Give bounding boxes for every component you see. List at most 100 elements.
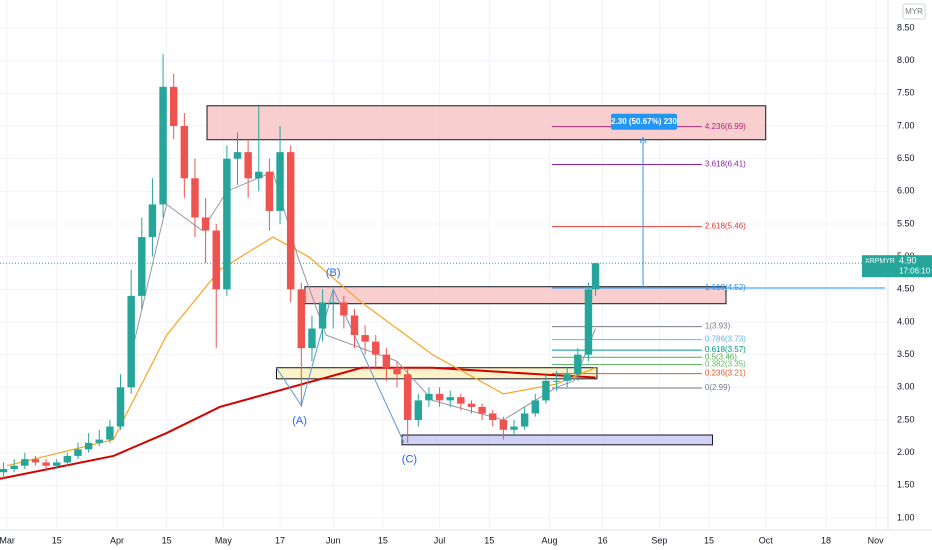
candle-body (531, 400, 540, 414)
candle-body (425, 393, 433, 401)
moving-average (0, 366, 596, 480)
moving-average (6, 236, 596, 467)
x-tick-label: 15 (162, 535, 172, 545)
candle-body (138, 237, 146, 296)
y-tick-label: 8.50 (897, 22, 915, 32)
fib-label: 0(2.99) (705, 383, 731, 392)
x-tick-label: Oct (759, 535, 774, 545)
fib-label: 0.618(3.57) (705, 345, 746, 354)
candle-body (403, 374, 412, 420)
x-tick-label: 15 (52, 535, 62, 545)
x-tick-label: 15 (484, 535, 494, 545)
candle-body (591, 263, 600, 290)
fib-label: 0.236(3.21) (705, 369, 746, 378)
measure-label: 2.30 (50.67%) 230 (611, 117, 677, 126)
candle-body (42, 462, 50, 466)
fib-label: 0.382(3.35) (705, 360, 746, 369)
x-tick-label: 18 (821, 535, 831, 545)
candle-body (446, 397, 454, 401)
wave-label: (A) (292, 415, 307, 427)
fib-label: 3.618(6.41) (705, 160, 746, 169)
candle-body (169, 86, 178, 127)
y-tick-label: 2.00 (897, 447, 915, 457)
y-tick-label: 1.50 (897, 480, 915, 490)
x-tick-label: Apr (110, 535, 124, 545)
x-tick-label: Nov (868, 535, 885, 545)
candle-body (223, 158, 231, 290)
candle-body (233, 152, 242, 159)
x-tick-label: May (215, 535, 233, 545)
candle-body (542, 380, 550, 401)
candle-body (63, 455, 72, 463)
candle-body (478, 406, 486, 414)
y-tick-label: 8.00 (897, 55, 915, 65)
zone (304, 286, 727, 305)
countdown: 17:06:10 (899, 266, 931, 275)
y-tick-label: 6.50 (897, 153, 915, 163)
candle-body (21, 459, 29, 466)
candle-body (84, 442, 93, 450)
zone (401, 434, 714, 446)
candle-body (10, 465, 18, 469)
measure-box (611, 113, 678, 130)
candle-body (180, 126, 189, 179)
y-tick-label: 7.50 (897, 88, 915, 98)
candle-body (382, 354, 391, 368)
candle-body (201, 217, 210, 231)
x-tick-label: Mar (0, 535, 15, 545)
y-tick-label: 2.50 (897, 414, 915, 424)
candle-body (414, 400, 423, 420)
candle-body (159, 86, 167, 205)
candle-body (489, 413, 497, 420)
y-tick-label: 6.00 (897, 186, 915, 196)
candle-body (116, 387, 125, 427)
candle-body (563, 374, 571, 381)
y-tick-label: 7.00 (897, 120, 915, 130)
symbol-label: XRPMYR (865, 258, 895, 265)
measure-head (639, 136, 647, 144)
candle-body (74, 449, 82, 456)
candle-body (372, 341, 380, 355)
last-price-label: 4.90 (899, 256, 917, 266)
candle-body (467, 403, 476, 407)
candle-body (255, 171, 263, 179)
x-tick-label: 16 (598, 535, 608, 545)
candle-body (265, 171, 274, 211)
wave-line (276, 287, 405, 444)
candle-body (276, 152, 284, 211)
wave-label: (B) (326, 267, 341, 279)
wave-label: (C) (402, 454, 417, 466)
candle-body (520, 413, 529, 427)
x-tick-label: Jun (326, 535, 341, 545)
candle-body (457, 397, 465, 404)
candle-body (127, 295, 135, 388)
candle-body (286, 152, 295, 290)
candle-body (350, 315, 359, 336)
candle-body (0, 468, 8, 473)
candle-body (244, 152, 252, 179)
currency-box (902, 3, 926, 20)
fib-label: 0.5(3.46) (705, 352, 737, 361)
candle-body (361, 335, 369, 342)
candle-body (148, 204, 157, 238)
candle-body (308, 328, 316, 349)
fib-label: 4.236(6.99) (705, 122, 746, 131)
y-tick-label: 4.50 (897, 284, 915, 294)
x-tick-label: 15 (704, 535, 714, 545)
x-tick-label: 15 (378, 535, 388, 545)
candle-body (31, 459, 40, 463)
candle-body (212, 230, 220, 290)
x-tick-label: Jul (434, 535, 446, 545)
candle-body (584, 289, 593, 355)
x-tick-label: Sep (651, 535, 667, 545)
candle-body (510, 426, 518, 430)
y-tick-label: 1.00 (897, 512, 915, 522)
x-tick-label: 17 (275, 535, 285, 545)
fib-label: 0.786(3.73) (705, 335, 746, 344)
candle-body (574, 354, 582, 375)
y-tick-label: 5.50 (897, 218, 915, 228)
candle-body (329, 302, 337, 304)
candle-body (297, 289, 306, 349)
